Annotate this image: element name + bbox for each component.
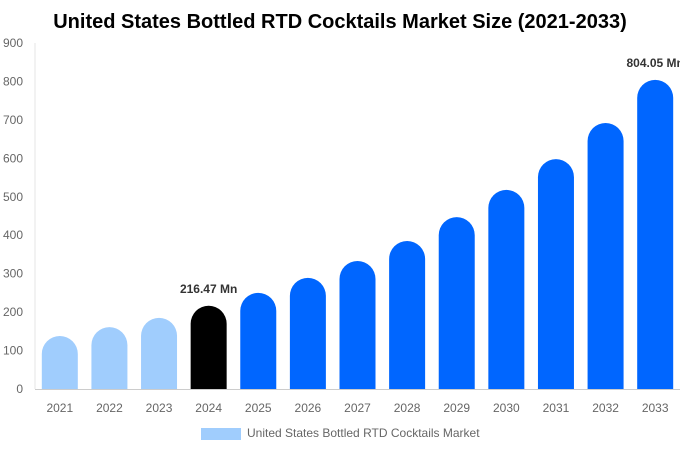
y-tick-label: 600 (3, 151, 23, 165)
bar-2027 (339, 260, 376, 389)
y-tick-label: 800 (3, 74, 23, 88)
x-tick-label: 2030 (493, 401, 520, 415)
x-tick-label: 2031 (543, 401, 570, 415)
data-label: 804.05 Mn (627, 56, 680, 70)
bar-2029 (438, 217, 475, 389)
x-tick-label: 2027 (344, 401, 371, 415)
bar-2021 (41, 335, 78, 389)
bar-2031 (537, 159, 574, 389)
y-tick-label: 100 (3, 344, 23, 358)
bar-2028 (389, 240, 426, 389)
legend: United States Bottled RTD Cocktails Mark… (201, 426, 480, 440)
x-tick-label: 2022 (96, 401, 123, 415)
bar-2022 (91, 327, 128, 389)
bar-2026 (289, 277, 326, 389)
x-tick-label: 2028 (394, 401, 421, 415)
data-label: 216.47 Mn (180, 282, 237, 296)
y-tick-label: 700 (3, 113, 23, 127)
x-tick-label: 2024 (195, 401, 222, 415)
bar-2025 (240, 292, 277, 389)
y-tick-label: 900 (3, 36, 23, 50)
y-tick-label: 300 (3, 267, 23, 281)
x-tick-label: 2021 (46, 401, 73, 415)
bar-2024 (190, 305, 227, 389)
chart-title: United States Bottled RTD Cocktails Mark… (53, 11, 627, 33)
x-tick-label: 2026 (295, 401, 322, 415)
y-tick-label: 500 (3, 190, 23, 204)
x-tick-label: 2023 (146, 401, 173, 415)
x-tick-label: 2025 (245, 401, 272, 415)
bar-2032 (587, 122, 624, 390)
y-tick-label: 200 (3, 305, 23, 319)
bar-2033 (637, 79, 674, 389)
bar-2030 (488, 189, 525, 389)
y-tick-label: 400 (3, 228, 23, 242)
y-tick-label: 0 (16, 382, 23, 396)
bar-2023 (141, 317, 178, 389)
legend-swatch (201, 428, 241, 440)
x-tick-label: 2029 (443, 401, 470, 415)
x-tick-label: 2033 (642, 401, 669, 415)
legend-label: United States Bottled RTD Cocktails Mark… (247, 426, 480, 440)
x-tick-label: 2032 (592, 401, 619, 415)
